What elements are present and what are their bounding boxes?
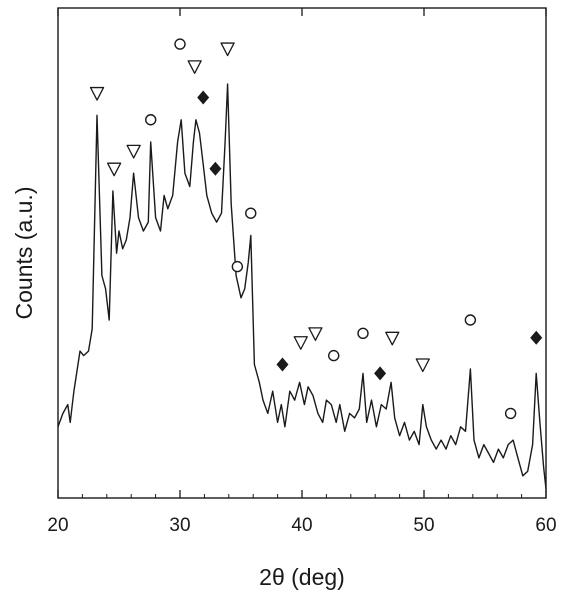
- x-tick-label: 20: [47, 515, 68, 536]
- diamond-phase-marker: [197, 90, 210, 105]
- triangle-phase-marker: [106, 162, 122, 177]
- x-axis-title: 2θ (deg): [259, 564, 345, 590]
- triangle-phase-marker: [308, 327, 323, 341]
- diamond-phase-marker: [209, 161, 222, 176]
- triangle-phase-marker: [220, 42, 235, 57]
- circle-phase-marker: [231, 260, 244, 273]
- diamond-phase-marker: [374, 366, 387, 381]
- series-layer: [57, 83, 547, 490]
- circle-phase-marker: [245, 207, 257, 219]
- circle-phase-marker: [328, 349, 340, 362]
- ticks-layer: [57, 8, 547, 498]
- triangle-phase-marker: [385, 331, 400, 346]
- y-axis-title: Counts (a.u.): [11, 187, 37, 320]
- x-tick-label: 30: [169, 515, 190, 536]
- circle-phase-marker: [145, 114, 157, 126]
- circle-phase-marker: [357, 327, 369, 340]
- x-tick-label: 40: [291, 515, 312, 536]
- diamond-phase-marker: [276, 357, 289, 372]
- triangle-phase-marker: [126, 144, 141, 159]
- x-tick-label: 50: [413, 515, 434, 536]
- markers-layer: [89, 38, 543, 420]
- triangle-phase-marker: [89, 86, 105, 101]
- triangle-phase-marker: [187, 60, 202, 74]
- diamond-phase-marker: [530, 330, 543, 345]
- circle-phase-marker: [174, 38, 186, 50]
- triangle-phase-marker: [415, 358, 430, 373]
- circle-phase-marker: [464, 314, 477, 326]
- triangle-phase-marker: [293, 336, 308, 350]
- tick-labels-layer: 20 30 40 50 60: [47, 515, 556, 536]
- x-tick-label: 60: [535, 515, 556, 536]
- circle-phase-marker: [504, 407, 517, 420]
- xrd-pattern-line: [57, 83, 547, 490]
